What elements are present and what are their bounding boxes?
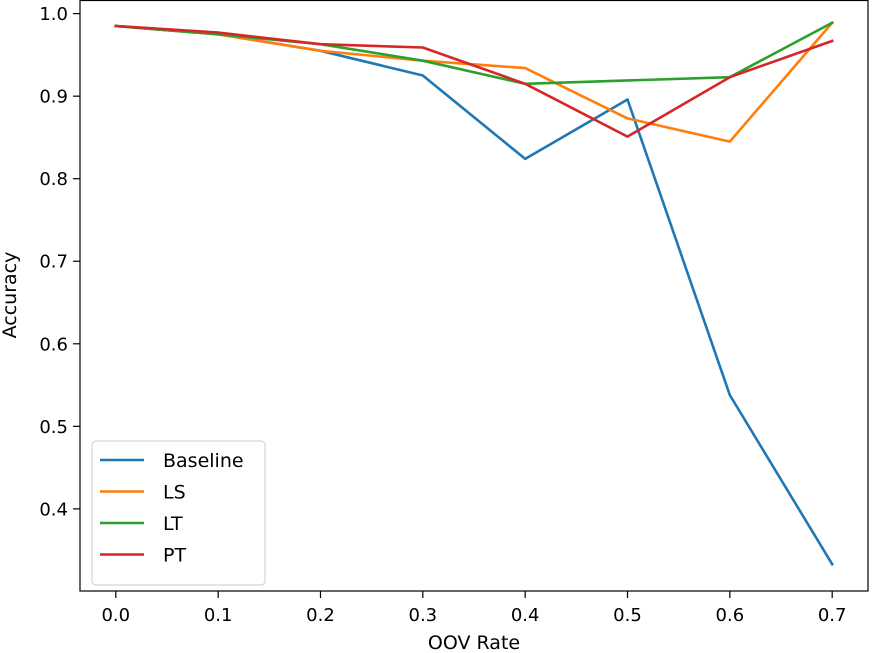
y-tick-label: 0.4 <box>39 499 68 520</box>
series-line-pt <box>114 24 834 138</box>
legend-label-baseline: Baseline <box>163 450 244 472</box>
y-tick-label: 0.6 <box>39 334 68 355</box>
y-tick-label: 0.7 <box>39 252 68 273</box>
legend-frame <box>91 440 266 586</box>
legend-label-lt: LT <box>163 513 183 535</box>
x-tick-label: 0.2 <box>306 605 335 626</box>
x-tick-label: 0.3 <box>409 605 438 626</box>
x-tick-label: 0.5 <box>613 605 642 626</box>
y-tick-label: 0.9 <box>39 87 68 108</box>
y-tick-label: 0.5 <box>39 417 68 438</box>
y-tick-label: 0.8 <box>39 169 68 190</box>
y-axis-label: Accuracy <box>0 252 21 339</box>
x-tick-label: 0.1 <box>204 605 233 626</box>
legend: Baseline LS LT PT <box>91 440 266 586</box>
legend-label-pt: PT <box>163 545 186 567</box>
x-tick-label: 0.6 <box>716 605 745 626</box>
legend-label-ls: LS <box>163 482 186 504</box>
x-axis-label: OOV Rate <box>428 632 520 653</box>
axes-frame <box>79 0 869 592</box>
axes-layer: 0.0 0.1 0.2 0.3 0.4 0.5 0.6 0.7 0.4 0.5 0.6 0.7 0.8 0… <box>39 0 869 626</box>
x-tick-label: 0.4 <box>511 605 540 626</box>
x-tick-label: 0.0 <box>101 605 130 626</box>
x-tick-label: 0.7 <box>818 605 847 626</box>
series-layer <box>114 20 835 566</box>
y-tick-label: 1.0 <box>39 4 68 25</box>
